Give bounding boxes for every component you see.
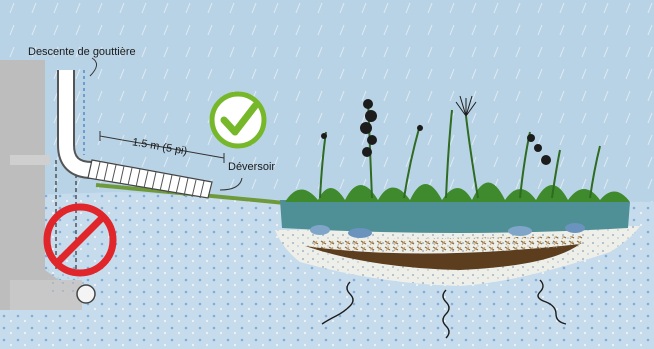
check-mark-icon (209, 91, 267, 149)
mulch-layer (310, 236, 585, 252)
no-symbol-icon (43, 203, 117, 277)
soil-layer (305, 244, 580, 270)
root-lines (321, 279, 567, 339)
downspout-arrow (89, 57, 97, 77)
distance-bracket (99, 135, 225, 159)
downspout-extension (87, 159, 213, 199)
drain-pipe (76, 284, 96, 304)
ponding-water (280, 200, 630, 233)
house-foundation (0, 60, 70, 310)
overflow-arrow (219, 177, 243, 191)
downspout-pipe (59, 70, 93, 177)
foundation-ledge (10, 155, 50, 165)
rain-garden-plants (285, 95, 630, 202)
label-overflow: Déversoir (228, 161, 275, 173)
rain (0, 0, 654, 220)
underground-downspout (55, 160, 77, 270)
label-downspout: Descente de gouttière (28, 46, 136, 58)
